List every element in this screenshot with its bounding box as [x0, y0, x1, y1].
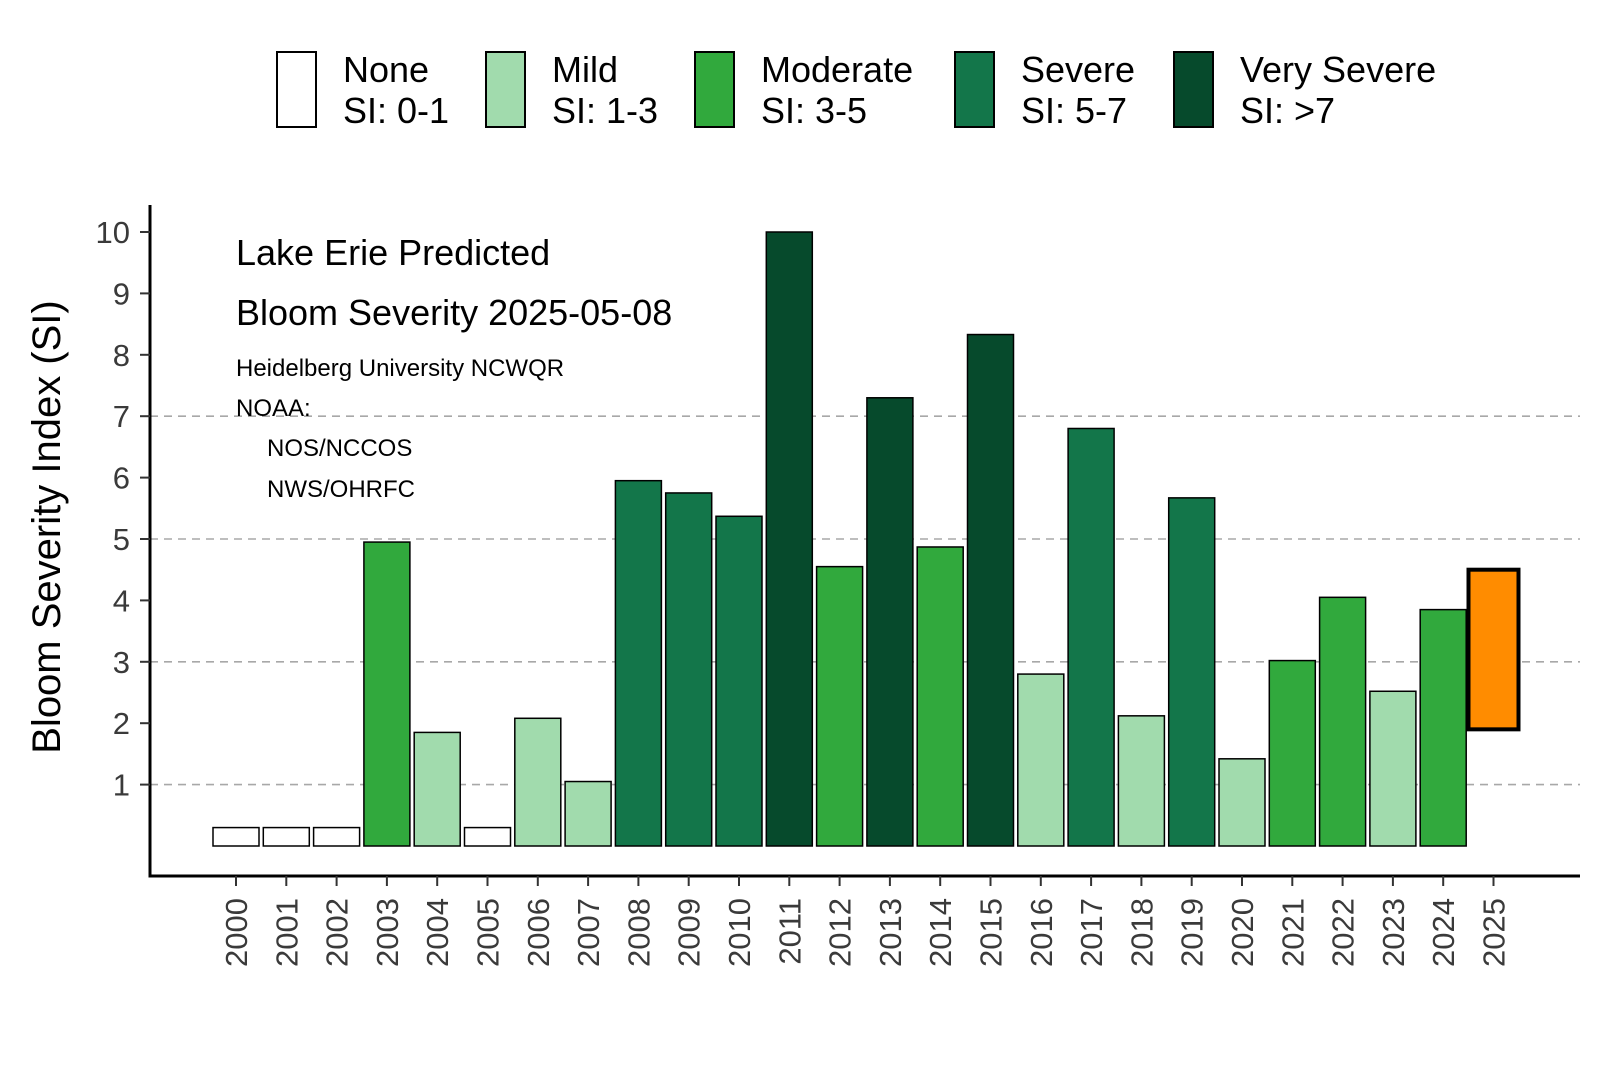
x-tick-label-2019: 2019	[1175, 898, 1210, 967]
legend-swatch-very-severe	[1173, 51, 1214, 128]
x-tick-label-2001: 2001	[269, 898, 304, 967]
x-tick-label-2022: 2022	[1326, 898, 1361, 967]
legend-swatch-moderate	[694, 51, 735, 128]
x-tick-label-2005: 2005	[471, 898, 506, 967]
annotation-credit-ohrfc: NWS/OHRFC	[267, 476, 415, 503]
y-tick-label-2: 2	[113, 706, 130, 741]
bar-2013	[866, 397, 914, 847]
x-tick-label-2016: 2016	[1024, 898, 1059, 967]
y-tick-label-9: 9	[113, 276, 130, 311]
y-tick-label-5: 5	[113, 522, 130, 557]
bar-2018	[1117, 715, 1166, 847]
x-tick-label-2020: 2020	[1225, 898, 1260, 967]
x-tick-label-2000: 2000	[219, 898, 254, 967]
legend-label-moderate: Moderate	[761, 49, 913, 90]
x-tick-label-2003: 2003	[370, 898, 405, 967]
legend-range-none: SI: 0-1	[343, 90, 449, 131]
bar-2010	[715, 515, 763, 847]
bar-2011	[765, 231, 814, 847]
x-tick-label-2009: 2009	[672, 898, 707, 967]
x-tick-label-2021: 2021	[1275, 898, 1310, 967]
bar-2019	[1167, 497, 1216, 847]
x-tick-label-2014: 2014	[923, 898, 958, 967]
bar-2016	[1017, 673, 1065, 847]
legend-range-severe: SI: 5-7	[1021, 90, 1127, 131]
x-tick-label-2006: 2006	[521, 898, 556, 967]
annotation-credit-ncwqr: Heidelberg University NCWQR	[236, 355, 564, 382]
y-axis-ticks: 1 2 3 4 5 6 7 8 9 10	[96, 215, 150, 803]
x-tick-label-2008: 2008	[621, 898, 656, 967]
legend-label-severe: Severe	[1021, 49, 1135, 90]
x-axis-ticks: 2000 2001 2002 2003 2004 2005 2006 2007 2008 2009…	[219, 876, 1512, 967]
y-tick-label-3: 3	[113, 645, 130, 680]
bar-2005	[463, 826, 512, 847]
x-tick-label-2004: 2004	[420, 898, 455, 967]
legend-range-very-severe: SI: >7	[1240, 90, 1335, 131]
legend-range-moderate: SI: 3-5	[761, 90, 867, 131]
legend-label-very-severe: Very Severe	[1240, 49, 1436, 90]
annotation-credit-nccos: NOS/NCCOS	[267, 435, 412, 462]
legend-swatch-severe	[954, 51, 995, 128]
x-tick-label-2011: 2011	[772, 898, 807, 965]
x-tick-label-2013: 2013	[873, 898, 908, 967]
legend-swatch-mild	[485, 51, 526, 128]
bar-2001	[262, 826, 311, 847]
bar-2008	[614, 479, 663, 847]
x-tick-label-2023: 2023	[1376, 898, 1411, 967]
y-tick-label-6: 6	[113, 461, 130, 496]
annotation-title-line1: Lake Erie Predicted	[236, 232, 550, 273]
bar-2024	[1419, 608, 1467, 847]
y-tick-label-10: 10	[96, 215, 130, 250]
y-axis-label: Bloom Severity Index (SI)	[25, 300, 69, 754]
x-tick-label-2017: 2017	[1074, 898, 1109, 967]
bar-2004	[413, 731, 461, 847]
bar-forecast-2025	[1466, 567, 1521, 732]
annotation-title-line2: Bloom Severity 2025-05-08	[236, 292, 672, 333]
bar-2003	[363, 541, 411, 847]
bar-2020	[1218, 758, 1266, 847]
y-tick-label-8: 8	[113, 338, 130, 373]
legend-range-mild: SI: 1-3	[552, 90, 658, 131]
x-tick-label-2024: 2024	[1426, 898, 1461, 967]
x-tick-label-2012: 2012	[823, 898, 858, 967]
bar-2015	[966, 333, 1015, 847]
bar-2007	[564, 780, 612, 847]
annotation-credit-noaa: NOAA:	[236, 395, 311, 422]
x-tick-label-2010: 2010	[722, 898, 757, 967]
legend-swatch-none	[276, 51, 317, 128]
bar-2023	[1369, 690, 1417, 847]
x-tick-label-2007: 2007	[571, 898, 606, 967]
bar-2012	[815, 565, 864, 847]
x-tick-label-2002: 2002	[320, 898, 355, 967]
annotation: Lake Erie Predicted Bloom Severity 2025-…	[236, 232, 672, 503]
bar-2021	[1268, 659, 1317, 847]
bar-2017	[1067, 427, 1115, 847]
x-tick-label-2025: 2025	[1477, 898, 1512, 967]
x-tick-label-2015: 2015	[974, 898, 1009, 967]
y-tick-label-7: 7	[113, 399, 130, 434]
bar-2022	[1318, 596, 1367, 847]
bar-2000	[212, 826, 260, 847]
bar-2002	[312, 826, 361, 847]
bar-2014	[916, 546, 964, 847]
legend-label-mild: Mild	[552, 49, 618, 90]
bar-2006	[514, 717, 562, 847]
y-tick-label-1: 1	[113, 768, 130, 803]
legend-label-none: None	[343, 49, 429, 90]
bar-2009	[664, 492, 713, 847]
y-tick-label-4: 4	[113, 583, 130, 618]
bars	[212, 231, 1521, 847]
x-tick-label-2018: 2018	[1124, 898, 1159, 967]
